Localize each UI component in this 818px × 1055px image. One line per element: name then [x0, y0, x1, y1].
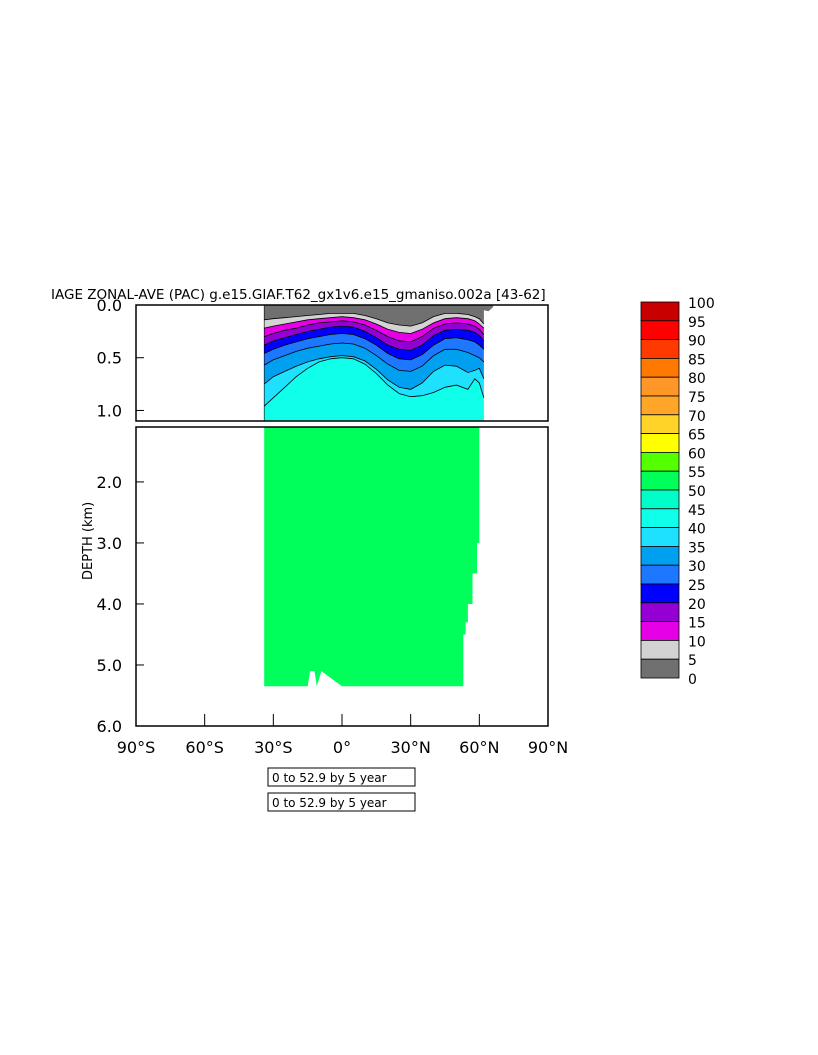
colorbar-label: 40	[688, 522, 706, 538]
lower-panel-fill	[264, 427, 482, 687]
colorbar-label: 30	[688, 559, 706, 575]
contour-line-25	[264, 333, 485, 361]
colorbar-label: 95	[688, 315, 706, 331]
x-tick-label: 60°N	[459, 738, 499, 757]
colorbar-label: 5	[688, 653, 697, 669]
shelf-band	[474, 305, 494, 312]
lower-y-axis: 2.0 3.0 4.0 5.0 6.0	[97, 473, 144, 736]
x-axis: 90°S 60°S 30°S 0° 30°N 60°N 90°N	[117, 714, 568, 757]
contour-band-0	[264, 305, 484, 327]
colorbar-legend: 1009590858075706560555045403530252015105…	[640, 296, 715, 688]
colorbar-label: 100	[688, 296, 715, 312]
colorbar-label: 15	[688, 616, 706, 632]
colorbar-label: 85	[688, 352, 706, 368]
contour-line-20	[264, 325, 485, 351]
colorbar-label: 65	[688, 428, 706, 444]
upper-panel-frame	[135, 304, 549, 422]
contour-line-10	[264, 316, 485, 334]
upper-y-tick-label: 0.0	[97, 296, 122, 315]
colorbar-swatch-90	[640, 320, 680, 340]
colorbar-label: 90	[688, 334, 706, 350]
contour-band-40	[264, 357, 484, 421]
contour-line-40	[263, 357, 485, 407]
colorbar-label: 25	[688, 578, 706, 594]
colorbar-label: 60	[688, 446, 706, 462]
colorbar-swatch-35	[640, 527, 680, 547]
time-box-2-label: 0 to 52.9 by 5 year	[272, 796, 387, 810]
colorbar-swatch-30	[640, 546, 680, 566]
x-tick-label: 90°N	[528, 738, 568, 757]
x-tick-label: 60°S	[185, 738, 224, 757]
colorbar-swatch-50	[640, 470, 680, 491]
colorbar-label: 75	[688, 390, 706, 406]
x-tick-label: 30°N	[391, 738, 431, 757]
colorbar-swatch-45	[640, 489, 680, 510]
colorbar-swatch-0	[640, 658, 680, 679]
upper-y-tick-label: 1.0	[97, 401, 122, 420]
upper-y-tick-label: 0.5	[97, 349, 122, 368]
colorbar-swatch-85	[640, 339, 680, 359]
time-box-2: 0 to 52.9 by 5 year	[267, 792, 416, 812]
lower-y-tick-label: 3.0	[97, 534, 122, 553]
time-box-1: 0 to 52.9 by 5 year	[267, 767, 416, 787]
x-tick-label: 30°S	[254, 738, 293, 757]
colorbar-swatch-15	[640, 602, 680, 622]
colorbar-label: 10	[688, 634, 706, 650]
lower-y-tick-label: 4.0	[97, 595, 122, 614]
contour-band-15	[264, 320, 484, 351]
colorbar-swatch-70	[640, 395, 680, 416]
lower-y-tick-label: 6.0	[97, 717, 122, 736]
contour-line-15	[264, 320, 485, 343]
colorbar-swatch-65	[640, 414, 680, 434]
contour-band-25	[264, 333, 484, 372]
colorbar-swatch-40	[640, 508, 680, 528]
contour-band-30	[264, 343, 484, 390]
colorbar-label: 20	[688, 597, 706, 613]
contour-line-35	[263, 355, 485, 390]
lower-band-50	[264, 427, 482, 687]
colorbar-swatch-95	[640, 301, 680, 322]
upper-panel-fill	[263, 305, 494, 421]
x-tick-label: 90°S	[117, 738, 156, 757]
chart-title: IAGE ZONAL-AVE (PAC) g.e15.GIAF.T62_gx1v…	[51, 287, 546, 303]
colorbar-label: 70	[688, 409, 706, 425]
colorbar-swatch-55	[640, 451, 680, 472]
colorbar-swatch-80	[640, 357, 680, 378]
colorbar-swatch-5	[640, 640, 680, 660]
contour-band-20	[264, 326, 484, 360]
colorbar-swatch-10	[640, 621, 680, 641]
colorbar-label: 55	[688, 465, 706, 481]
contour-line-30	[263, 342, 485, 372]
colorbar-swatch-25	[640, 564, 680, 585]
lower-y-tick-label: 2.0	[97, 473, 122, 492]
upper-y-axis: 0.0 0.5 1.0	[97, 296, 144, 420]
y-axis-label: DEPTH (km)	[81, 502, 96, 580]
colorbar-swatch-75	[640, 376, 680, 397]
colorbar-swatch-60	[640, 433, 680, 453]
colorbar-swatch-20	[640, 583, 680, 604]
colorbar-label: 0	[688, 672, 697, 688]
colorbar-label: 50	[688, 484, 706, 500]
time-box-1-label: 0 to 52.9 by 5 year	[272, 771, 387, 785]
colorbar-label: 35	[688, 540, 706, 556]
lower-y-tick-label: 5.0	[97, 656, 122, 675]
colorbar-label: 45	[688, 503, 706, 519]
x-tick-label: 0°	[333, 738, 351, 757]
colorbar-label: 80	[688, 371, 706, 387]
contour-line-5	[264, 312, 485, 327]
